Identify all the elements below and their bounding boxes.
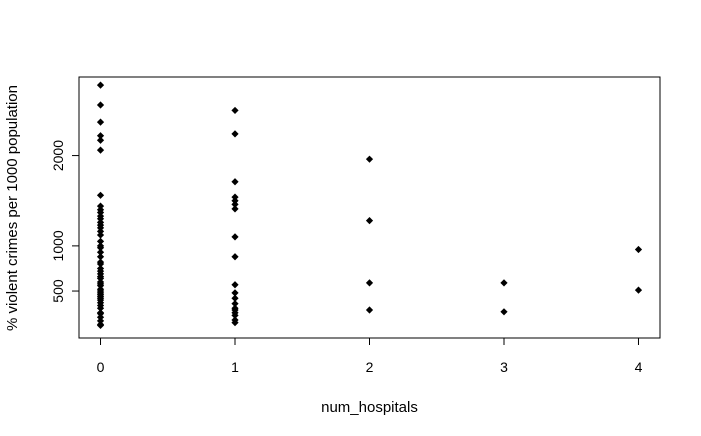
data-point [96, 118, 105, 126]
data-point [231, 253, 239, 261]
data-point [96, 274, 105, 282]
x-tick-label: 1 [231, 359, 239, 375]
data-point [96, 294, 105, 302]
data-point [634, 286, 643, 294]
data-point [96, 206, 105, 214]
data-point [365, 279, 374, 287]
data-point [634, 245, 643, 254]
data-points [96, 81, 643, 329]
data-point [96, 313, 105, 321]
data-point [231, 319, 239, 327]
data-point [365, 306, 374, 314]
data-point [231, 311, 239, 320]
data-point [96, 287, 105, 295]
y-tick-label: 2000 [50, 140, 66, 171]
data-point [96, 136, 105, 144]
x-axis-title: num_hospitals [321, 399, 418, 416]
data-point [500, 308, 508, 316]
data-point [96, 101, 105, 109]
data-point [96, 224, 105, 232]
data-point [231, 193, 239, 201]
data-point [231, 294, 239, 302]
y-axis-title: % violent crimes per 1000 population [4, 85, 21, 331]
data-point [231, 233, 239, 241]
data-point [231, 178, 239, 186]
data-point [500, 279, 508, 287]
plot-frame [78, 76, 661, 339]
data-point [231, 300, 239, 308]
x-tick-label: 2 [366, 359, 374, 375]
data-point [231, 197, 239, 205]
data-point [96, 321, 105, 329]
data-point [231, 205, 239, 213]
data-point [96, 237, 105, 245]
y-tick-label: 500 [50, 279, 66, 303]
x-axis: 0 1 2 3 4 [97, 337, 643, 375]
data-point [96, 304, 105, 312]
data-point [365, 155, 374, 163]
data-point [96, 146, 105, 154]
data-point [96, 317, 105, 325]
y-axis: 500 1000 2000 [50, 140, 80, 303]
data-point [96, 81, 105, 89]
data-point [96, 191, 105, 199]
data-point [231, 281, 239, 289]
data-point [96, 310, 105, 318]
x-tick-label: 0 [97, 359, 105, 375]
data-point [96, 202, 105, 210]
data-point [96, 218, 105, 227]
data-point [96, 231, 105, 239]
data-point [96, 227, 105, 236]
y-tick-label: 1000 [50, 230, 66, 261]
data-point [231, 106, 239, 115]
data-point [96, 212, 105, 220]
data-point [231, 289, 239, 297]
data-point [231, 200, 239, 208]
data-point [96, 248, 105, 256]
data-point [365, 216, 374, 225]
data-point [96, 260, 105, 268]
x-tick-label: 4 [635, 359, 643, 375]
data-point [231, 130, 239, 138]
data-point [96, 267, 105, 275]
data-point [96, 132, 105, 140]
data-point [96, 242, 105, 250]
data-point [96, 253, 105, 261]
x-tick-label: 3 [500, 359, 508, 375]
data-point [96, 280, 105, 288]
